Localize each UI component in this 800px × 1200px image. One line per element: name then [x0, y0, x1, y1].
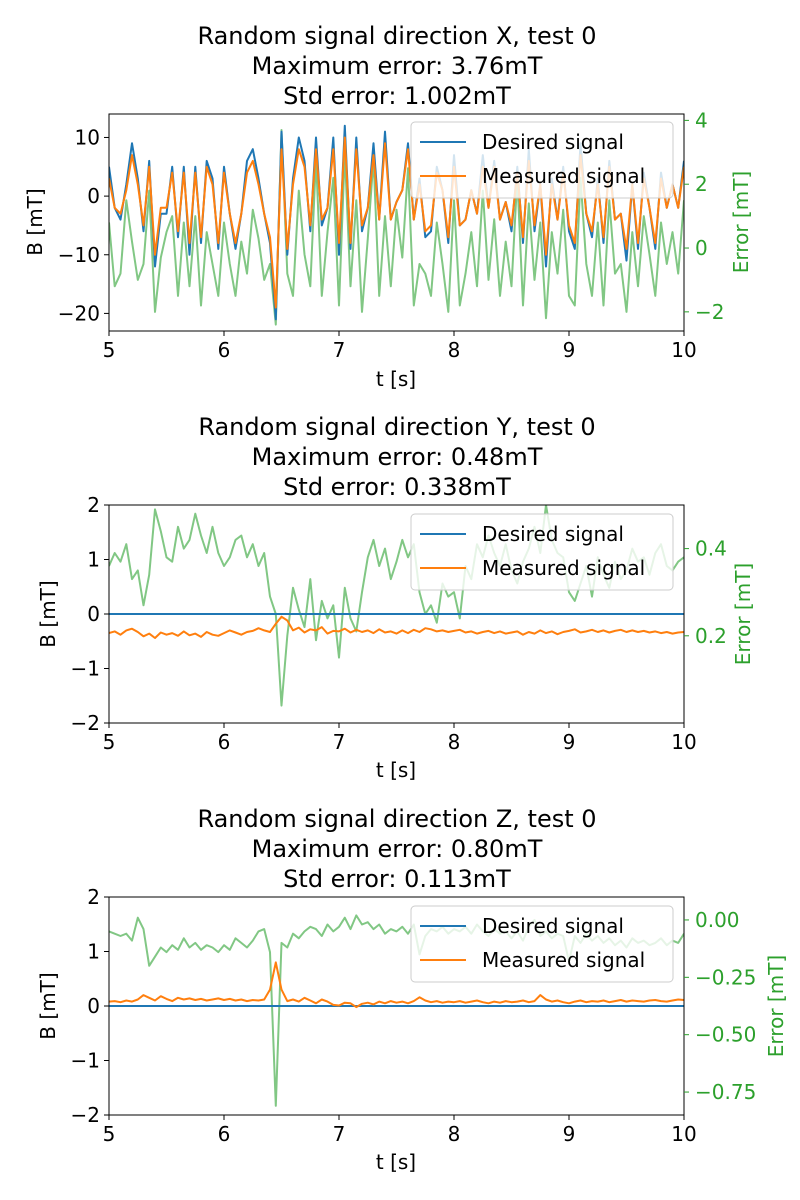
subplot-y-xtick-label: 7 — [333, 730, 346, 754]
subplot-z-xtick-label: 6 — [218, 1122, 231, 1146]
subplot-z-legend-label-measured: Measured signal — [482, 948, 645, 972]
subplot-z-legend: Desired signal Measured signal — [410, 905, 674, 983]
subplot-x-xtick-label: 8 — [448, 338, 461, 362]
subplot-y-xtick-label: 9 — [563, 730, 576, 754]
subplot-x-legend-label-measured: Measured signal — [482, 164, 645, 188]
subplot-y-legend-label-measured: Measured signal — [482, 556, 645, 580]
subplot-z-xtick-label: 7 — [333, 1122, 346, 1146]
subplot-z-ytick-label: 0 — [87, 994, 100, 1018]
subplot-y-ytick-label: 2 — [87, 493, 100, 517]
subplot-y-plot: 5 6 7 8 9 10 −2 −1 0 1 2 0.2 0.4 — [71, 493, 727, 754]
subplot-x-xtick-label: 6 — [218, 338, 231, 362]
subplot-x-xtick-label: 9 — [563, 338, 576, 362]
subplot-z-y2label: Error [mT] — [764, 955, 788, 1057]
subplot-x-title-line-1: Random signal direction X, test 0 — [197, 22, 596, 50]
subplot-y-title-line-1: Random signal direction Y, test 0 — [198, 413, 595, 441]
subplot-z-xtick-label: 9 — [563, 1122, 576, 1146]
subplot-z-xtick-label: 8 — [448, 1122, 461, 1146]
subplot-y-y2tick-label: 0.2 — [695, 624, 727, 648]
subplot-y-legend-label-desired: Desired signal — [482, 522, 624, 546]
subplot-x-xtick-label: 10 — [671, 338, 696, 362]
subplot-z-y2tick-label: −0.50 — [695, 1023, 756, 1047]
subplot-z-title-line-1: Random signal direction Z, test 0 — [197, 805, 596, 833]
subplot-x-ylabel: B [mT] — [23, 188, 47, 255]
subplot-x-legend: Desired signal Measured signal — [410, 121, 674, 199]
subplot-y-xtick-label: 10 — [671, 730, 696, 754]
subplot-z-title-line-3: Std error: 0.113mT — [283, 865, 511, 893]
subplot-z-ytick-label: −2 — [71, 1103, 100, 1127]
subplot-y: Random signal direction Y, test 0 Maximu… — [36, 413, 755, 782]
subplot-z-xtick-label: 10 — [671, 1122, 696, 1146]
subplot-y-ytick-label: −2 — [71, 711, 100, 735]
subplot-z-ytick-label: 2 — [87, 885, 100, 909]
subplot-y-legend-box — [410, 513, 674, 591]
subplot-z-ytick-label: 1 — [87, 940, 100, 964]
subplot-y-xlabel: t [s] — [376, 758, 416, 782]
subplot-x-legend-box — [410, 121, 674, 199]
subplot-y-y2tick-label: 0.4 — [695, 537, 727, 561]
subplot-z-series-measured-signal — [109, 961, 684, 1009]
subplot-x-series-error — [109, 129, 684, 326]
subplot-x-y2tick-label: −2 — [695, 300, 724, 324]
subplot-y-y2label: Error [mT] — [731, 563, 755, 665]
subplot-z: Random signal direction Z, test 0 Maximu… — [36, 805, 788, 1174]
subplot-z-xtick-label: 5 — [103, 1122, 116, 1146]
subplot-y-ytick-label: 0 — [87, 602, 100, 626]
subplot-y-ylabel: B [mT] — [36, 580, 60, 647]
subplot-y-ytick-label: 1 — [87, 548, 100, 572]
subplot-x: Random signal direction X, test 0 Maximu… — [23, 22, 753, 391]
subplot-x-title-line-3: Std error: 1.002mT — [283, 82, 511, 110]
subplot-z-ylabel: B [mT] — [36, 972, 60, 1039]
subplot-z-ytick-label: −1 — [71, 1049, 100, 1073]
subplot-y-xtick-label: 6 — [218, 730, 231, 754]
subplot-z-legend-box — [410, 905, 674, 983]
subplot-z-title-line-2: Maximum error: 0.80mT — [252, 835, 543, 863]
subplot-x-y2label: Error [mT] — [729, 171, 753, 273]
subplot-x-y2tick-label: 2 — [695, 172, 708, 196]
subplot-z-y2tick-label: 0.00 — [695, 908, 740, 932]
subplot-x-y2tick-label: 0 — [695, 236, 708, 260]
subplot-x-ytick-label: −20 — [58, 301, 100, 325]
subplot-y-xtick-label: 8 — [448, 730, 461, 754]
subplot-x-ytick-label: −10 — [58, 243, 100, 267]
subplot-z-xlabel: t [s] — [376, 1150, 416, 1174]
subplot-z-legend-label-desired: Desired signal — [482, 914, 624, 938]
subplot-x-ytick-label: 10 — [75, 125, 100, 149]
subplot-x-legend-label-desired: Desired signal — [482, 130, 624, 154]
subplot-y-title-line-3: Std error: 0.338mT — [283, 473, 511, 501]
subplot-x-title-line-2: Maximum error: 3.76mT — [252, 52, 543, 80]
subplot-x-frame — [108, 113, 685, 332]
subplot-z-y2tick-label: −0.75 — [695, 1080, 756, 1104]
subplot-z-plot: 5 6 7 8 9 10 −2 −1 0 1 2 −0.75 −0.50 −0.25 0.00 — [71, 885, 757, 1146]
subplot-z-y2tick-label: −0.25 — [695, 965, 756, 989]
subplot-x-y2tick-label: 4 — [695, 108, 708, 132]
subplot-y-title-line-2: Maximum error: 0.48mT — [252, 443, 543, 471]
subplot-y-series-measured-signal — [109, 615, 684, 639]
subplot-x-xlabel: t [s] — [376, 367, 416, 391]
subplot-x-xtick-label: 7 — [333, 338, 346, 362]
subplot-x-xtick-label: 5 — [103, 338, 116, 362]
subplot-y-xtick-label: 5 — [103, 730, 116, 754]
subplot-y-legend: Desired signal Measured signal — [410, 513, 674, 591]
subplot-y-ytick-label: −1 — [71, 657, 100, 681]
subplot-x-series-measured-signal — [109, 136, 684, 309]
subplot-x-ytick-label: 0 — [87, 184, 100, 208]
